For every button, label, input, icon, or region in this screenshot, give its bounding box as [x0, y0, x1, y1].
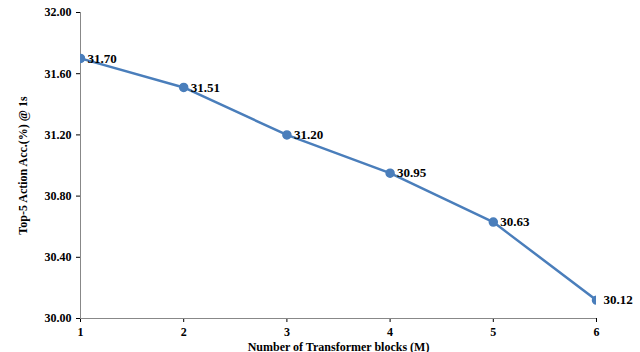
svg-text:30.40: 30.40	[45, 250, 72, 264]
svg-text:30.95: 30.95	[397, 165, 427, 180]
svg-text:3: 3	[284, 325, 290, 339]
svg-text:31.51: 31.51	[191, 80, 220, 95]
svg-text:5: 5	[490, 325, 496, 339]
svg-text:Top-5 Action Acc.(%) @ 1s: Top-5 Action Acc.(%) @ 1s	[16, 96, 30, 235]
svg-text:31.20: 31.20	[294, 127, 323, 142]
svg-text:30.12: 30.12	[604, 292, 633, 307]
svg-text:30.00: 30.00	[45, 311, 72, 325]
svg-text:2: 2	[181, 325, 187, 339]
svg-text:30.80: 30.80	[45, 189, 72, 203]
svg-text:1: 1	[78, 325, 84, 339]
svg-text:32.00: 32.00	[45, 5, 72, 19]
svg-text:31.20: 31.20	[45, 128, 72, 142]
svg-text:31.60: 31.60	[45, 67, 72, 81]
svg-text:4: 4	[387, 325, 393, 339]
svg-text:30.63: 30.63	[500, 214, 530, 229]
svg-text:Number of Transformer blocks (: Number of Transformer blocks (M)	[248, 340, 430, 352]
svg-text:6: 6	[594, 325, 600, 339]
svg-text:31.70: 31.70	[88, 51, 117, 66]
